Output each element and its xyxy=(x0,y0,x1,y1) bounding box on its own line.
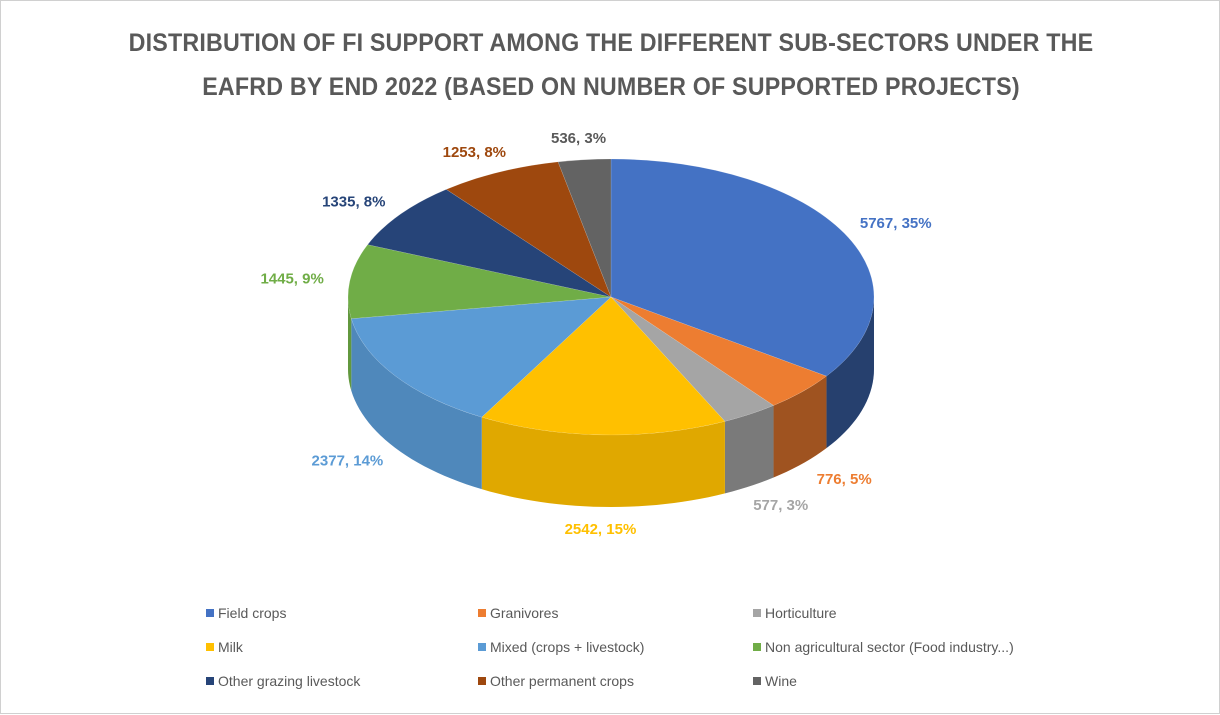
legend-item: Mixed (crops + livestock) xyxy=(478,639,644,655)
legend-label: Wine xyxy=(765,673,797,689)
data-label-granivores: 776, 5% xyxy=(817,471,872,488)
legend-label: Milk xyxy=(218,639,243,655)
legend-swatch xyxy=(753,643,761,651)
legend-swatch xyxy=(206,643,214,651)
legend-swatch xyxy=(478,677,486,685)
legend-swatch xyxy=(478,609,486,617)
data-label-milk: 2542, 15% xyxy=(565,521,637,538)
legend-label: Other grazing livestock xyxy=(218,673,361,689)
legend-swatch xyxy=(206,609,214,617)
slice-non-agricultural-sector-food-industry xyxy=(347,244,612,319)
data-label-mixed-crops-livestock: 2377, 14% xyxy=(312,452,384,469)
slice-side-shade xyxy=(773,376,827,478)
data-label-horticulture: 577, 3% xyxy=(753,497,808,514)
slice-side-milk xyxy=(481,417,725,507)
legend-item: Horticulture xyxy=(753,605,837,621)
legend-swatch xyxy=(753,677,761,685)
slice-other-grazing-livestock xyxy=(367,189,612,298)
slice-granivores xyxy=(610,296,827,406)
legend-label: Granivores xyxy=(490,605,559,621)
slice-side-field-crops xyxy=(826,297,874,449)
slice-side-non-agricultural-sector-food-industry xyxy=(348,297,352,391)
data-label-non-agricultural-sector-food-industry: 1445, 9% xyxy=(260,271,323,288)
pie-depth xyxy=(348,297,874,507)
legend-item: Wine xyxy=(753,673,797,689)
slice-wine xyxy=(557,158,612,298)
legend-label: Mixed (crops + livestock) xyxy=(490,639,645,655)
slice-side-shade xyxy=(481,417,725,507)
legend-swatch xyxy=(478,643,486,651)
pie-slices xyxy=(347,158,875,436)
legend-item: Field crops xyxy=(206,605,286,621)
slice-side-granivores xyxy=(773,376,827,478)
slice-field-crops xyxy=(610,158,875,377)
data-labels: 5767, 35% 776, 5% 577, 3% 2542, 15% 2377, 14… xyxy=(260,130,931,538)
slice-side-horticulture xyxy=(724,405,774,494)
legend-item: Milk xyxy=(206,639,243,655)
legend-label: Non agricultural sector (Food industry..… xyxy=(765,639,1014,655)
slice-mixed-crops-livestock xyxy=(350,296,612,418)
legend-swatch xyxy=(206,677,214,685)
slice-milk xyxy=(481,296,726,436)
chart-title-line-2: EAFRD BY END 2022 (BASED ON NUMBER OF SU… xyxy=(202,73,1020,101)
legend-label: Horticulture xyxy=(765,605,837,621)
legend: Field crops Granivores Horticulture Milk Mix… xyxy=(206,605,1106,705)
chart-title-line-1: DISTRIBUTION OF FI SUPPORT AMONG THE DIF… xyxy=(128,29,1094,57)
slice-horticulture xyxy=(610,296,775,422)
slice-other-permanent-crops xyxy=(445,161,612,298)
chart-title: DISTRIBUTION OF FI SUPPORT AMONG THE DIF… xyxy=(100,21,1123,109)
legend-item: Other permanent crops xyxy=(478,673,634,689)
data-label-field-crops: 5767, 35% xyxy=(860,215,932,232)
legend-label: Field crops xyxy=(218,605,287,621)
legend-item: Granivores xyxy=(478,605,558,621)
data-label-other-permanent-crops: 1253, 8% xyxy=(443,144,506,161)
data-label-wine: 536, 3% xyxy=(551,130,606,147)
slice-side-mixed-crops-livestock xyxy=(351,318,482,490)
legend-label: Other permanent crops xyxy=(490,673,634,689)
slice-side-shade xyxy=(724,405,774,494)
slice-side-shade xyxy=(826,297,874,449)
legend-item: Other grazing livestock xyxy=(206,673,360,689)
slice-side-shade xyxy=(348,297,352,391)
data-label-other-grazing-livestock: 1335, 8% xyxy=(322,193,385,210)
slice-side-shade xyxy=(351,318,482,490)
legend-item: Non agricultural sector (Food industry..… xyxy=(753,639,1014,655)
legend-swatch xyxy=(753,609,761,617)
